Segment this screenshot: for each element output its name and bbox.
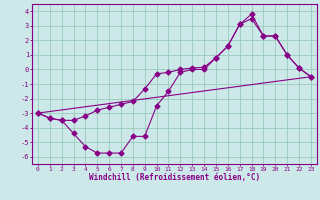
- X-axis label: Windchill (Refroidissement éolien,°C): Windchill (Refroidissement éolien,°C): [89, 173, 260, 182]
